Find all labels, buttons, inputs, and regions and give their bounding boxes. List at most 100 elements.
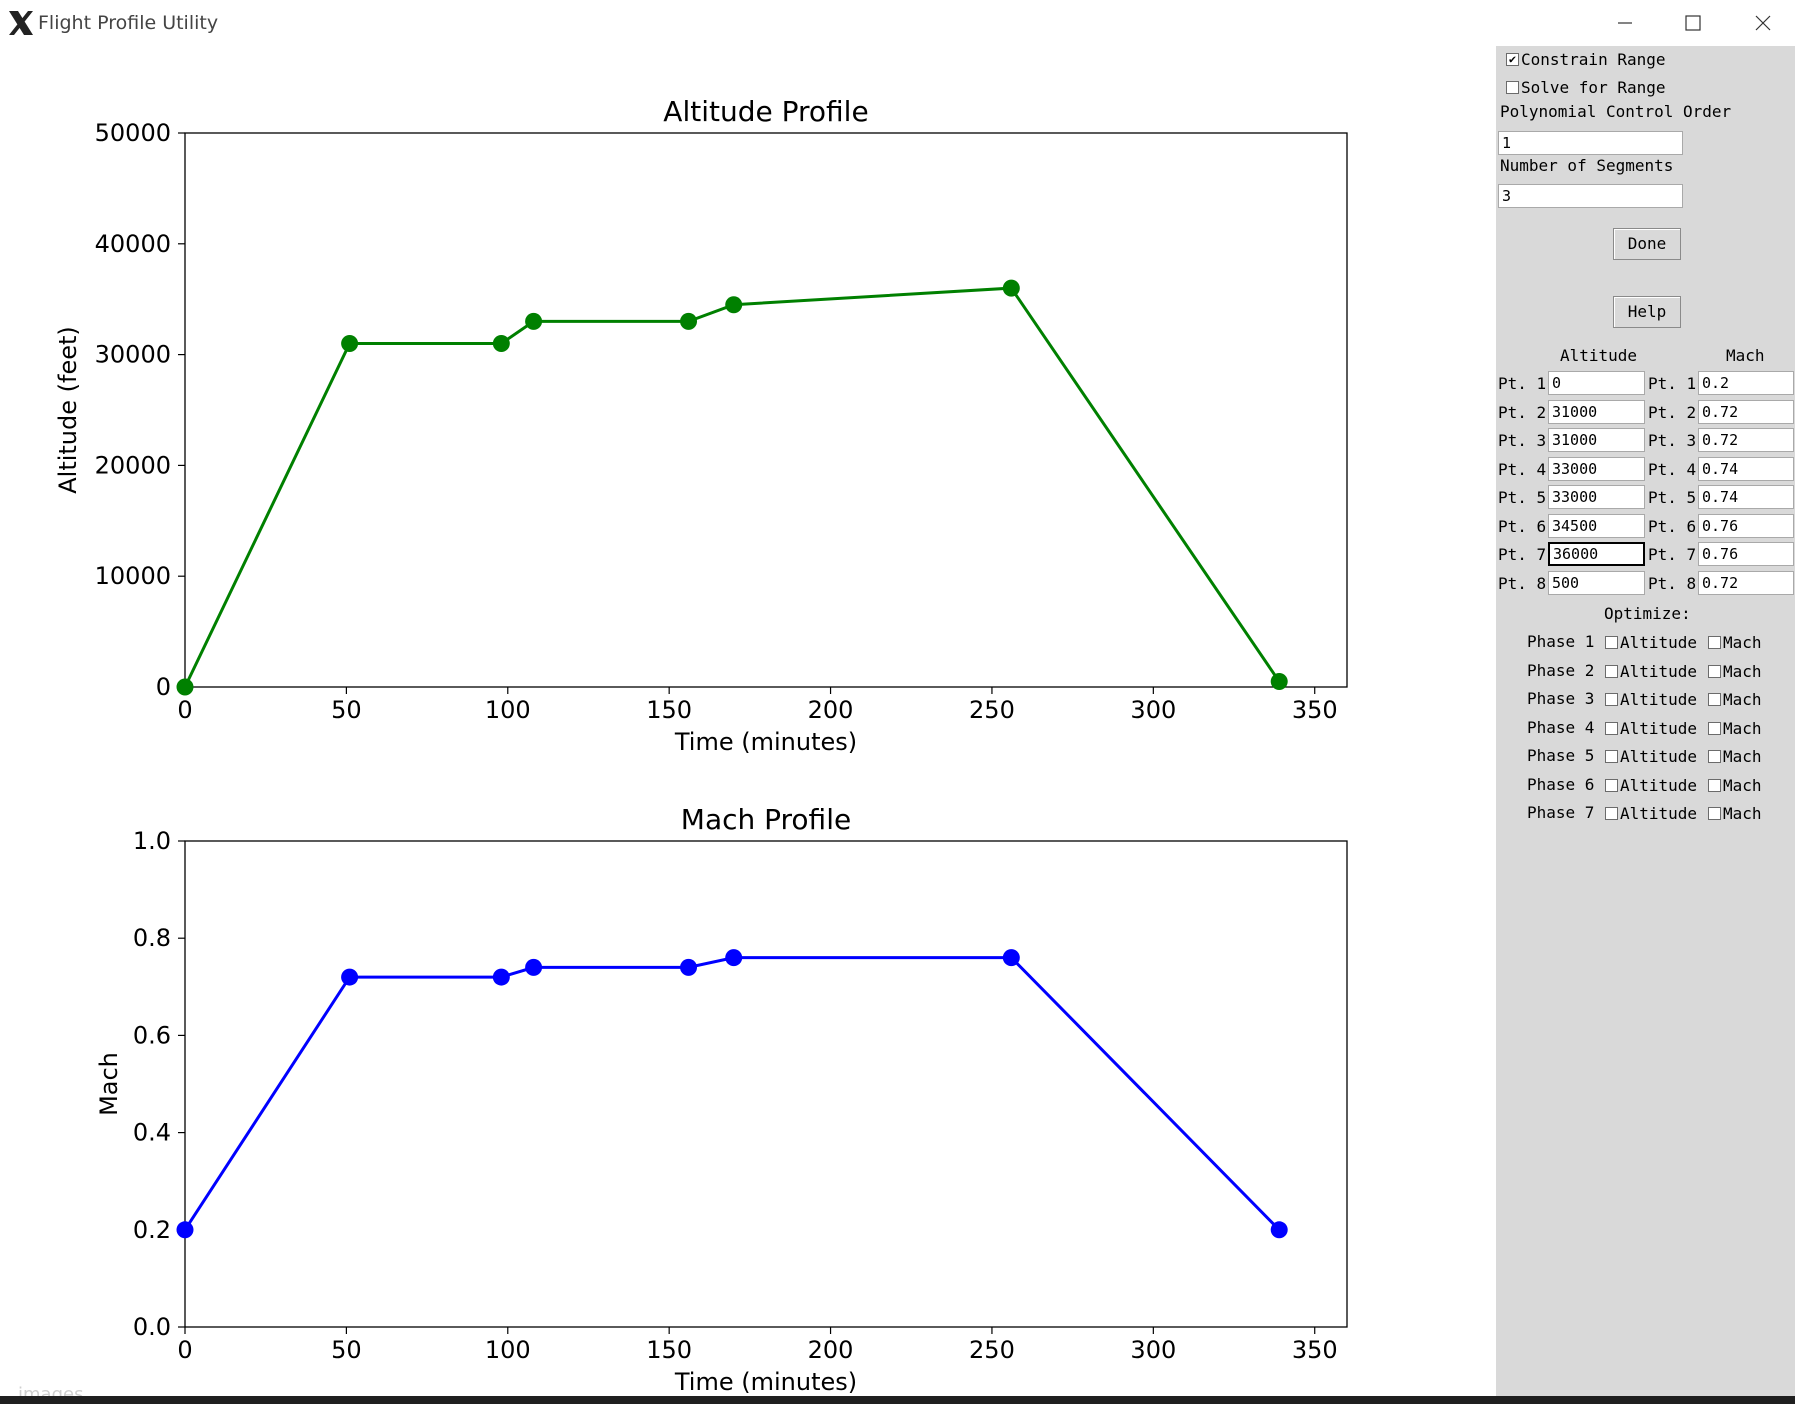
- optimize-altitude-label: Altitude: [1620, 718, 1698, 738]
- checkbox-box[interactable]: [1605, 807, 1618, 820]
- data-point: [341, 968, 359, 986]
- mach-column-header: Mach: [1726, 346, 1765, 365]
- checkbox-box[interactable]: [1708, 721, 1721, 735]
- data-point: [1270, 672, 1288, 690]
- checkbox-box[interactable]: [1605, 693, 1618, 706]
- altitude-point-input[interactable]: 34500: [1548, 513, 1645, 538]
- optimize-mach-checkbox[interactable]: Mach: [1708, 690, 1762, 709]
- point-row: Pt. 6 34500 Pt. 6 0.76: [1496, 513, 1795, 542]
- minimize-button[interactable]: [1604, 4, 1644, 42]
- polynomial-order-input[interactable]: 1: [1498, 131, 1683, 155]
- checkbox-box[interactable]: [1605, 721, 1618, 735]
- num-segments-input[interactable]: 3: [1498, 184, 1683, 208]
- mach-point-input[interactable]: 0.74: [1698, 485, 1794, 509]
- x-tick-label: 300: [1130, 696, 1176, 724]
- optimize-altitude-checkbox[interactable]: Altitude: [1605, 690, 1697, 709]
- mach-point-input[interactable]: 0.72: [1698, 428, 1794, 452]
- x-tick-label: 0: [177, 696, 192, 724]
- altitude-point-label: Pt. 8: [1498, 573, 1547, 593]
- optimize-mach-label: Mach: [1723, 804, 1762, 823]
- close-button[interactable]: [1742, 4, 1782, 42]
- minimize-icon: [1618, 22, 1632, 24]
- optimize-altitude-checkbox[interactable]: Altitude: [1605, 776, 1697, 795]
- maximize-button[interactable]: [1672, 4, 1712, 42]
- data-point: [1002, 279, 1020, 297]
- altitude-point-label: Pt. 2: [1498, 402, 1547, 422]
- solve-for-range-checkbox[interactable]: Solve for Range: [1506, 76, 1666, 98]
- x-axis-label: Time (minutes): [674, 728, 857, 756]
- altitude-point-input[interactable]: 500: [1548, 570, 1645, 595]
- y-axis-label: Mach: [95, 1052, 123, 1116]
- checkbox-box[interactable]: [1708, 664, 1721, 678]
- optimize-altitude-checkbox[interactable]: Altitude: [1605, 662, 1697, 681]
- optimize-mach-checkbox[interactable]: Mach: [1708, 719, 1762, 738]
- y-tick-label: 0.2: [133, 1216, 171, 1244]
- phase-label: Phase 6: [1527, 774, 1595, 794]
- y-tick-label: 0.4: [133, 1119, 171, 1147]
- x-axis-label: Time (minutes): [674, 1368, 857, 1396]
- altitude-point-input[interactable]: 31000: [1548, 428, 1645, 452]
- mach-point-label: Pt. 3: [1648, 431, 1697, 450]
- optimize-mach-checkbox[interactable]: Mach: [1708, 776, 1762, 795]
- data-point: [680, 958, 698, 976]
- data-point: [492, 335, 510, 353]
- checkbox-box[interactable]: [1605, 664, 1618, 678]
- constrain-range-checkbox[interactable]: ✔ Constrain Range: [1506, 48, 1666, 70]
- done-button[interactable]: Done: [1613, 228, 1681, 260]
- phase-row: Phase 7 Altitude Mach: [1496, 800, 1795, 828]
- mach-point-input[interactable]: 0.2: [1698, 371, 1794, 395]
- mach-point-input[interactable]: 0.72: [1698, 570, 1794, 595]
- checkbox-box[interactable]: [1708, 778, 1721, 792]
- phase-label: Phase 4: [1527, 717, 1595, 737]
- optimize-mach-checkbox[interactable]: Mach: [1708, 633, 1762, 652]
- checkbox-box[interactable]: [1708, 750, 1721, 763]
- mach-point-input[interactable]: 0.72: [1698, 399, 1794, 424]
- optimize-altitude-checkbox[interactable]: Altitude: [1605, 747, 1697, 766]
- data-point: [1002, 949, 1020, 967]
- altitude-point-input[interactable]: 0: [1548, 371, 1645, 395]
- taskbar-label: images: [18, 1384, 84, 1396]
- optimize-mach-checkbox[interactable]: Mach: [1708, 747, 1762, 766]
- checkbox-box[interactable]: ✔: [1506, 52, 1519, 66]
- phase-label: Phase 5: [1527, 746, 1595, 765]
- altitude-point-input[interactable]: 33000: [1548, 485, 1645, 509]
- help-button[interactable]: Help: [1613, 296, 1681, 328]
- optimize-altitude-checkbox[interactable]: Altitude: [1605, 633, 1697, 652]
- y-tick-label: 0: [156, 673, 171, 701]
- altitude-point-input[interactable]: 36000: [1548, 542, 1645, 566]
- polynomial-order-label: Polynomial Control Order: [1500, 102, 1732, 121]
- mach-point-input[interactable]: 0.76: [1698, 513, 1794, 538]
- altitude-column-header: Altitude: [1560, 346, 1638, 365]
- altitude-point-input[interactable]: 31000: [1548, 399, 1645, 424]
- checkbox-box[interactable]: [1605, 636, 1618, 649]
- data-point: [176, 678, 194, 696]
- x-tick-label: 200: [808, 696, 854, 724]
- x-tick-label: 250: [969, 696, 1015, 724]
- x-tick-label: 350: [1292, 696, 1338, 724]
- axes-frame: [184, 132, 1348, 688]
- checkbox-box[interactable]: [1506, 80, 1519, 94]
- optimize-altitude-checkbox[interactable]: Altitude: [1605, 804, 1697, 823]
- optimize-mach-checkbox[interactable]: Mach: [1708, 804, 1762, 823]
- mach-point-input[interactable]: 0.76: [1698, 542, 1794, 566]
- series-line: [183, 286, 1281, 688]
- phase-row: Phase 6 Altitude Mach: [1496, 772, 1795, 800]
- checkbox-box[interactable]: [1708, 693, 1721, 706]
- y-tick-label: 50000: [95, 119, 171, 147]
- checkbox-box[interactable]: [1605, 750, 1618, 763]
- x-tick-label: 150: [646, 696, 692, 724]
- data-point: [725, 296, 743, 314]
- altitude-point-label: Pt. 1: [1498, 374, 1547, 393]
- mach-point-input[interactable]: 0.74: [1698, 456, 1794, 481]
- profile-plots: Altitude Profile 0 50 100 150 200 250 300 350 0 10…: [54, 95, 1348, 1396]
- data-point: [725, 949, 743, 967]
- optimize-altitude-label: Altitude: [1620, 690, 1698, 709]
- checkbox-box[interactable]: [1708, 807, 1721, 820]
- altitude-point-input[interactable]: 33000: [1548, 456, 1645, 481]
- checkbox-box[interactable]: [1708, 636, 1721, 649]
- optimize-mach-label: Mach: [1723, 633, 1762, 652]
- mach-point-label: Pt. 1: [1648, 374, 1697, 393]
- optimize-mach-checkbox[interactable]: Mach: [1708, 662, 1762, 681]
- checkbox-box[interactable]: [1605, 778, 1618, 792]
- optimize-altitude-checkbox[interactable]: Altitude: [1605, 719, 1697, 738]
